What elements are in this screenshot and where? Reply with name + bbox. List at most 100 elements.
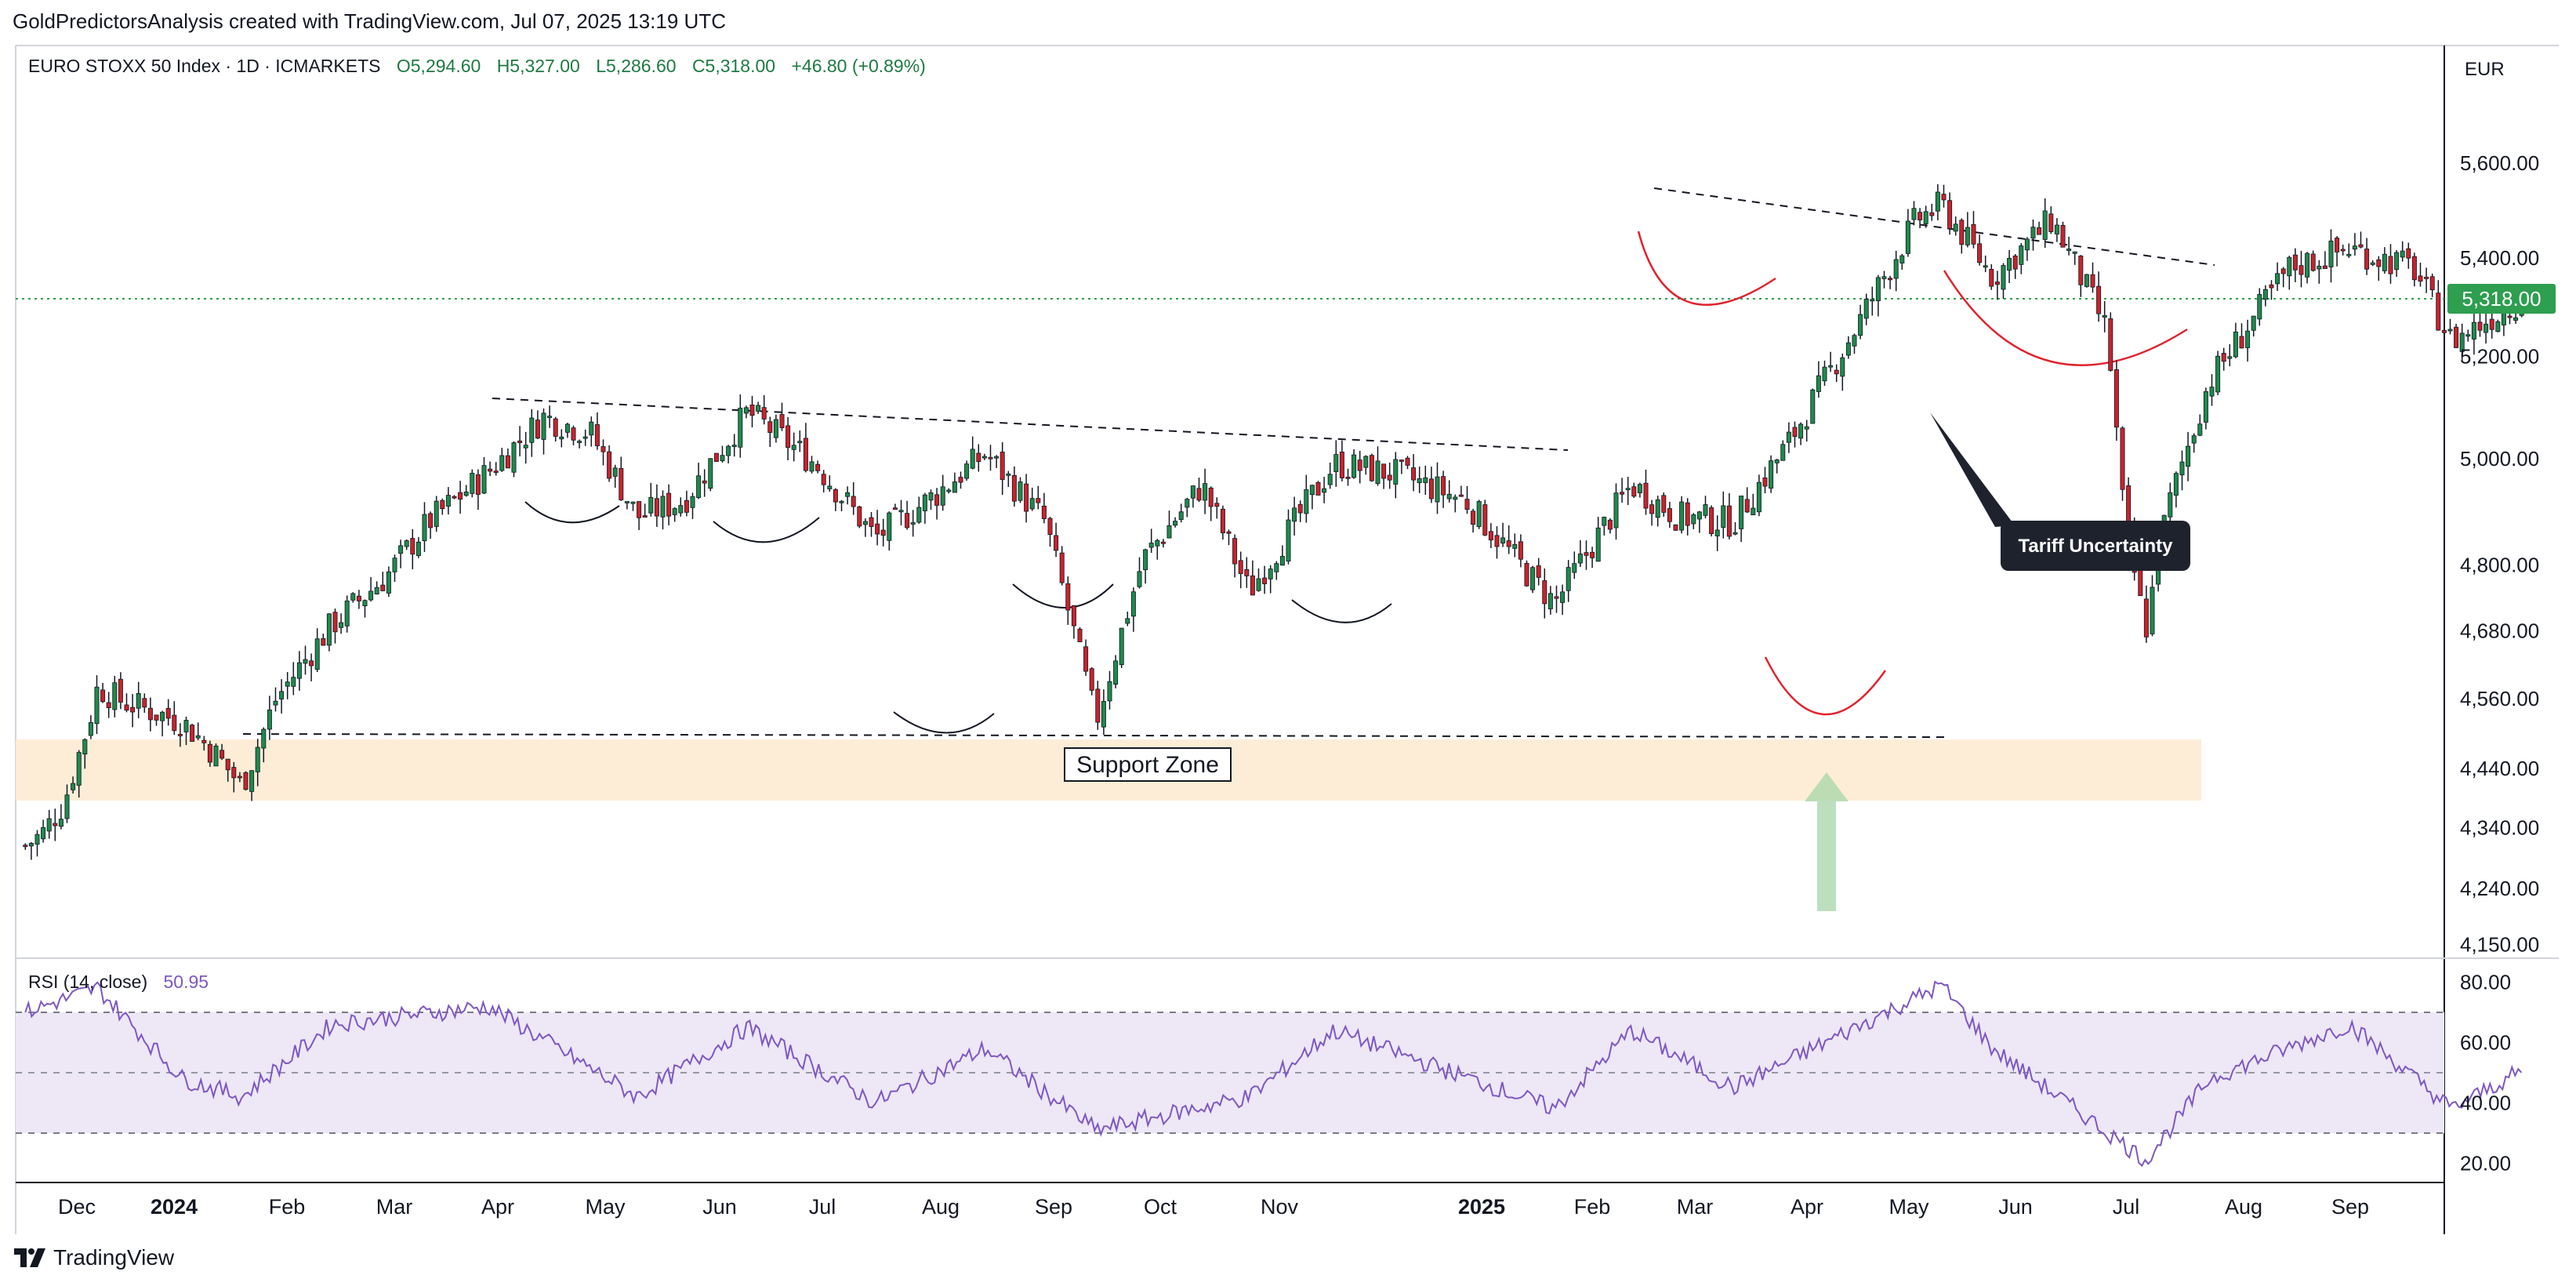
candle <box>112 682 118 710</box>
candle <box>1113 660 1119 685</box>
candle <box>2239 336 2244 349</box>
candle <box>1488 531 1493 541</box>
candle <box>1977 243 1983 263</box>
candle <box>1500 537 1506 544</box>
candle <box>1899 255 1905 263</box>
candle <box>1494 535 1500 547</box>
time-axis[interactable]: Dec 2024 Feb Mar Apr May Jun Jul Aug Sep Oct Nov 202… <box>58 1195 2369 1219</box>
candle <box>1661 495 1667 513</box>
candle <box>1762 478 1768 487</box>
rsi-line <box>24 980 2523 1168</box>
candle <box>2191 435 2197 444</box>
candle <box>1143 549 1148 570</box>
candle <box>2150 587 2155 634</box>
candle <box>1333 454 1339 472</box>
candle <box>2108 318 2113 371</box>
candle <box>887 512 892 541</box>
candle <box>2173 473 2179 496</box>
candle <box>1363 456 1369 468</box>
candle <box>1000 452 1005 481</box>
candle <box>922 494 927 511</box>
candle <box>1428 478 1434 500</box>
candle <box>928 492 934 501</box>
candle <box>1554 596 1559 599</box>
candle <box>1858 314 1863 336</box>
candle <box>619 467 624 500</box>
candle <box>58 819 63 827</box>
candle <box>612 467 618 477</box>
price-axis[interactable]: 5,600.00 5,400.00 5,200.00 5,000.00 4,800.00… <box>2460 151 2539 956</box>
candle <box>1947 200 1953 230</box>
candle <box>845 492 851 497</box>
price-tick-label: 4,800.00 <box>2460 554 2539 577</box>
candle <box>827 485 833 489</box>
candle <box>493 470 499 474</box>
candle <box>582 436 588 439</box>
candle <box>1226 531 1232 534</box>
candle <box>1834 369 1839 375</box>
candle <box>1870 299 1875 302</box>
candle <box>440 500 445 510</box>
candle <box>577 441 582 443</box>
candle <box>1446 493 1452 500</box>
candle <box>2138 569 2143 597</box>
candle <box>195 735 201 739</box>
candle <box>1881 276 1887 279</box>
candle <box>190 725 195 742</box>
candle <box>2012 255 2018 270</box>
candle <box>1625 488 1631 491</box>
candle <box>940 486 945 506</box>
candle <box>410 538 415 554</box>
candle <box>637 501 642 518</box>
candle <box>2096 285 2102 314</box>
candle <box>2292 254 2298 271</box>
candle <box>374 587 379 594</box>
candle <box>398 545 404 554</box>
candle <box>803 438 808 471</box>
candle <box>1047 518 1053 536</box>
candle <box>684 500 689 513</box>
candle <box>988 456 993 460</box>
red-bowl-june <box>1943 270 2188 366</box>
candle <box>53 823 58 826</box>
candle <box>2340 249 2346 252</box>
callout-pointer <box>1930 412 2015 527</box>
cup-pattern-3 <box>893 711 995 734</box>
candle <box>2001 265 2006 290</box>
rsi-axis[interactable]: 80.00 60.00 40.00 20.00 <box>2460 971 2511 1175</box>
candle <box>2328 240 2334 267</box>
candle <box>118 678 123 703</box>
candle <box>1542 580 1547 605</box>
candle <box>1769 460 1774 489</box>
tariff-callout-box[interactable] <box>2001 521 2190 571</box>
tradingview-brand: TradingView <box>53 1245 175 1270</box>
candle <box>594 424 600 447</box>
candle <box>1018 481 1023 501</box>
candle <box>1590 551 1595 558</box>
candle <box>243 772 249 790</box>
rsi-tick-label: 60.00 <box>2460 1031 2511 1055</box>
candle <box>1953 223 1958 232</box>
candle <box>779 414 785 428</box>
candle <box>2233 331 2238 358</box>
candle <box>1262 577 1268 584</box>
candle <box>1816 375 1821 392</box>
tradingview-logo[interactable]: TradingView <box>14 1245 174 1270</box>
price-candles <box>23 183 2524 860</box>
candle <box>82 739 88 755</box>
candle <box>2042 210 2048 240</box>
candle <box>100 689 106 703</box>
candle <box>678 505 684 514</box>
candle <box>1875 277 1881 302</box>
time-tick-label: Mar <box>1677 1195 1714 1219</box>
candle <box>2441 329 2447 333</box>
candle <box>1203 483 1208 501</box>
support-zone-label: Support Zone <box>1076 752 1219 778</box>
candle <box>1065 583 1071 611</box>
candle <box>362 600 368 607</box>
time-tick-label: Nov <box>1261 1195 1299 1219</box>
candle <box>71 783 76 790</box>
candle <box>452 496 457 499</box>
currency-label: EUR <box>2465 59 2505 80</box>
